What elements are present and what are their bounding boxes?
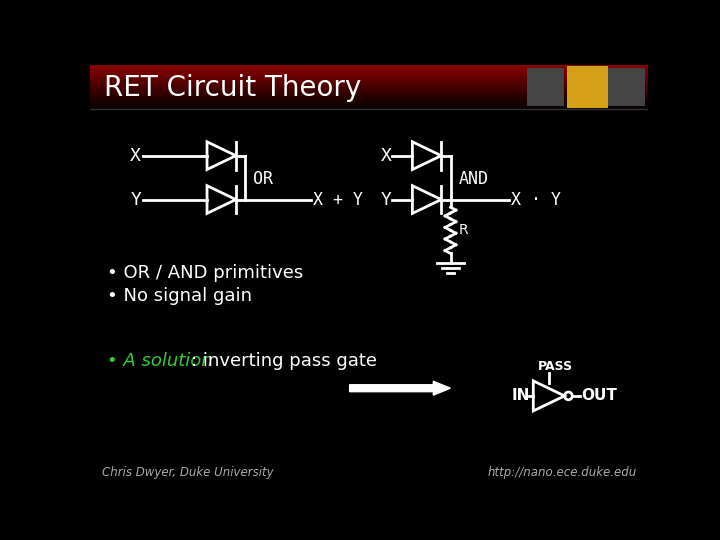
Bar [90, 99, 648, 100]
Bar [90, 74, 648, 75]
Bar [90, 100, 648, 102]
Bar [90, 105, 648, 106]
Text: X + Y: X + Y [313, 191, 364, 208]
Bar [90, 95, 648, 96]
Bar [608, 68, 645, 106]
Bar [90, 98, 648, 99]
Bar [90, 77, 648, 78]
Bar [90, 93, 648, 94]
Bar [567, 66, 608, 108]
Bar [90, 83, 648, 84]
Bar [90, 96, 648, 97]
Bar [90, 86, 648, 87]
Text: : inverting pass gate: : inverting pass gate [191, 352, 377, 370]
Bar [90, 75, 648, 76]
Text: • OR / AND primitives: • OR / AND primitives [107, 264, 303, 282]
Bar [90, 104, 648, 105]
Text: Chris Dwyer, Duke University: Chris Dwyer, Duke University [102, 467, 274, 480]
Bar [90, 97, 648, 98]
Bar [90, 72, 648, 74]
Bar [90, 67, 648, 68]
Bar [90, 102, 648, 103]
Bar [90, 69, 648, 70]
Bar [90, 85, 648, 86]
Bar [90, 71, 648, 72]
Bar [90, 87, 648, 88]
Text: X: X [130, 147, 141, 165]
Text: Y: Y [130, 191, 141, 208]
Text: http://nano.ece.duke.edu: http://nano.ece.duke.edu [487, 467, 636, 480]
Bar [90, 109, 648, 110]
Text: PASS: PASS [537, 360, 572, 373]
Text: AND: AND [459, 170, 488, 188]
Bar [90, 80, 648, 82]
Text: OR: OR [253, 170, 273, 188]
Text: • A solution: • A solution [107, 352, 212, 370]
Bar [90, 76, 648, 77]
Text: IN: IN [512, 388, 530, 403]
Bar [90, 91, 648, 92]
Bar [90, 92, 648, 93]
Bar [90, 84, 648, 85]
Bar [90, 78, 648, 79]
Bar [90, 82, 648, 83]
Bar [90, 65, 648, 66]
Bar [90, 106, 648, 107]
Bar [90, 68, 648, 69]
Bar [90, 88, 648, 89]
Bar [527, 68, 564, 106]
Text: Y: Y [381, 191, 392, 208]
Text: X: X [381, 147, 392, 165]
Text: OUT: OUT [582, 388, 618, 403]
Text: • No signal gain: • No signal gain [107, 287, 252, 305]
Text: RET Circuit Theory: RET Circuit Theory [104, 74, 361, 102]
Bar [90, 89, 648, 91]
Text: R: R [459, 224, 468, 238]
Bar [90, 94, 648, 95]
Bar [90, 79, 648, 80]
Text: X · Y: X · Y [511, 191, 561, 208]
Bar [90, 70, 648, 71]
Bar [90, 103, 648, 104]
Bar [90, 66, 648, 67]
FancyArrow shape [350, 381, 451, 395]
Bar [90, 107, 648, 109]
